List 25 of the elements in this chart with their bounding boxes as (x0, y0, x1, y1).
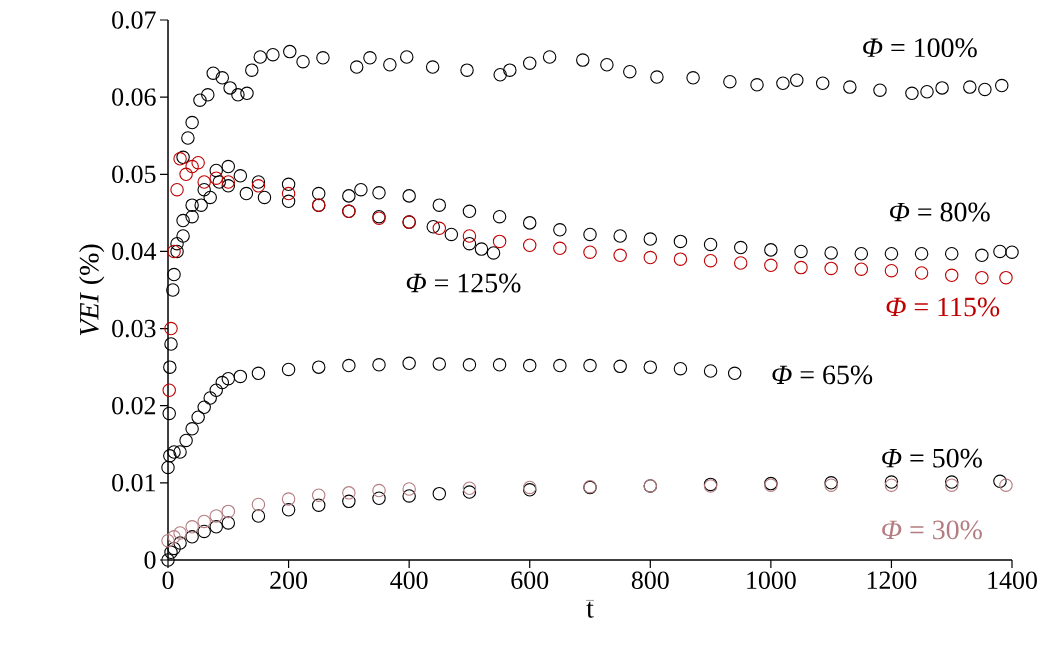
x-tick-label: 1400 (988, 571, 1037, 589)
y-tick-label: 0.02 (112, 396, 156, 415)
y-tick-label: 0 (144, 551, 156, 569)
x-tick-label: 0 (162, 571, 174, 589)
x-tick-label: 800 (631, 571, 669, 589)
y-tick-label: 0.06 (112, 88, 156, 106)
x-tick-label: 200 (270, 571, 308, 589)
x-tick-label: 600 (511, 571, 549, 589)
y-axis-title: VEI (%) (79, 244, 105, 336)
series-label: Φ = 30% (882, 520, 982, 540)
series-label: Φ = 80% (890, 202, 990, 222)
y-tick-label: 0.05 (112, 165, 156, 184)
y-tick-label: 0.04 (112, 242, 157, 261)
series-label: Φ = 115% (886, 297, 1000, 317)
y-tick-label: 0.01 (112, 474, 155, 492)
series-label: Φ = 125% (406, 273, 521, 293)
y-tick-label: 0.03 (112, 319, 156, 338)
y-tick-label: 0.07 (112, 11, 156, 29)
series-label: Φ = 65% (772, 365, 873, 385)
x-tick-label: 1000 (747, 571, 796, 589)
series-label: Φ = 50% (882, 448, 982, 468)
x-tick-label: 400 (390, 571, 428, 589)
x-axis-title: t (586, 601, 594, 618)
series-label: Φ = 100% (863, 38, 977, 58)
x-tick-label: 1200 (867, 571, 917, 589)
